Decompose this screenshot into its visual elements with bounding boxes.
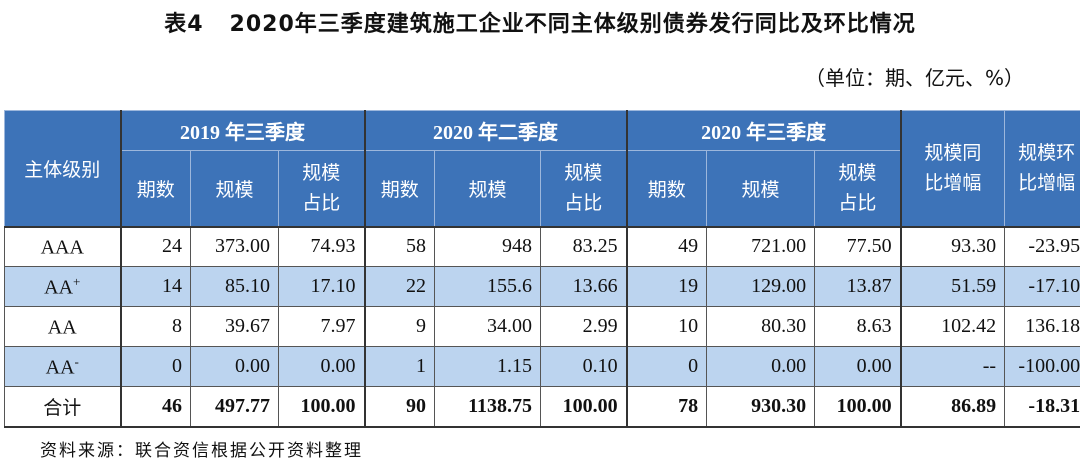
cell-share-2020q2: 0.10 xyxy=(540,346,628,387)
bond-issuance-table: 主体级别 2019 年三季度 2020 年二季度 2020 年三季度 规模同 比增… xyxy=(4,110,1080,428)
cell-scale-2019q3: 373.00 xyxy=(190,225,279,267)
cell-scale-2020q3: 0.00 xyxy=(706,346,816,387)
cell-count-2020q2: 22 xyxy=(363,266,436,307)
header-count: 期数 xyxy=(119,150,191,227)
cell-share-2020q3: 13.87 xyxy=(814,266,902,307)
cell-share-2020q3: 77.50 xyxy=(814,225,902,267)
cell-yoy: 86.89 xyxy=(899,386,1006,428)
table-row: AA+ 14 85.10 17.10 22 155.6 13.66 19 129… xyxy=(4,266,1080,307)
cell-share-2020q3: 100.00 xyxy=(814,386,902,428)
row-rating: AAA xyxy=(4,225,121,267)
header-share: 规模 占比 xyxy=(540,150,628,227)
cell-scale-2020q3: 129.00 xyxy=(706,266,816,307)
cell-qoq: -100.00 xyxy=(1004,346,1080,387)
header-group-2020q2: 2020 年二季度 xyxy=(363,110,628,151)
cell-scale-2020q3: 930.30 xyxy=(706,386,816,428)
header-count: 期数 xyxy=(625,150,708,227)
cell-qoq: -23.95 xyxy=(1004,225,1080,267)
row-rating: 合计 xyxy=(4,386,121,428)
cell-scale-2020q2: 1.15 xyxy=(434,346,542,387)
header-qoq: 规模环 比增幅 xyxy=(1004,110,1080,227)
cell-count-2019q3: 46 xyxy=(119,386,191,428)
cell-scale-2019q3: 0.00 xyxy=(190,346,279,387)
header-rating: 主体级别 xyxy=(4,110,121,227)
cell-qoq: -18.31 xyxy=(1004,386,1080,428)
header-yoy: 规模同 比增幅 xyxy=(899,110,1006,227)
cell-share-2019q3: 74.93 xyxy=(277,225,366,267)
cell-scale-2020q3: 80.30 xyxy=(706,306,816,347)
cell-count-2020q3: 49 xyxy=(625,225,708,267)
cell-scale-2020q2: 34.00 xyxy=(434,306,542,347)
cell-yoy: 93.30 xyxy=(899,225,1006,267)
source-note: 资料来源：联合资信根据公开资料整理 xyxy=(40,441,363,461)
table-row: AA 8 39.67 7.97 9 34.00 2.99 10 80.30 8.… xyxy=(4,306,1080,347)
header-group-2019q3: 2019 年三季度 xyxy=(119,110,366,151)
cell-count-2019q3: 8 xyxy=(119,306,191,347)
cell-share-2020q2: 83.25 xyxy=(540,225,628,267)
cell-share-2020q2: 100.00 xyxy=(540,386,628,428)
cell-share-2020q2: 13.66 xyxy=(540,266,628,307)
table-row: AA- 0 0.00 0.00 1 1.15 0.10 0 0.00 0.00 … xyxy=(4,346,1080,387)
header-count: 期数 xyxy=(363,150,436,227)
row-rating: AA+ xyxy=(4,266,121,307)
header-group-2020q3: 2020 年三季度 xyxy=(625,110,902,151)
cell-qoq: -17.10 xyxy=(1004,266,1080,307)
header-scale: 规模 xyxy=(190,150,279,227)
row-rating: AA- xyxy=(4,346,121,387)
cell-yoy: -- xyxy=(899,346,1006,387)
cell-share-2020q3: 8.63 xyxy=(814,306,902,347)
header-scale: 规模 xyxy=(434,150,542,227)
cell-share-2019q3: 0.00 xyxy=(277,346,366,387)
cell-scale-2019q3: 39.67 xyxy=(190,306,279,347)
cell-scale-2020q2: 948 xyxy=(434,225,542,267)
cell-count-2020q2: 90 xyxy=(363,386,436,428)
cell-scale-2019q3: 85.10 xyxy=(190,266,279,307)
cell-count-2019q3: 24 xyxy=(119,225,191,267)
cell-scale-2019q3: 497.77 xyxy=(190,386,279,428)
cell-count-2020q2: 1 xyxy=(363,346,436,387)
cell-count-2020q2: 58 xyxy=(363,225,436,267)
cell-count-2020q3: 19 xyxy=(625,266,708,307)
cell-share-2020q2: 2.99 xyxy=(540,306,628,347)
cell-share-2019q3: 100.00 xyxy=(277,386,366,428)
cell-share-2019q3: 7.97 xyxy=(277,306,366,347)
cell-share-2019q3: 17.10 xyxy=(277,266,366,307)
cell-scale-2020q2: 1138.75 xyxy=(434,386,542,428)
cell-scale-2020q3: 721.00 xyxy=(706,225,816,267)
header-scale: 规模 xyxy=(706,150,816,227)
cell-count-2019q3: 0 xyxy=(119,346,191,387)
cell-count-2020q3: 78 xyxy=(625,386,708,428)
table-title: 表4 2020年三季度建筑施工企业不同主体级别债券发行同比及环比情况 xyxy=(164,12,916,37)
cell-count-2020q2: 9 xyxy=(363,306,436,347)
unit-note: （单位：期、亿元、%） xyxy=(804,66,1024,90)
header-share: 规模 占比 xyxy=(277,150,366,227)
row-rating: AA xyxy=(4,306,121,347)
cell-qoq: 136.18 xyxy=(1004,306,1080,347)
table-row: AAA 24 373.00 74.93 58 948 83.25 49 721.… xyxy=(4,225,1080,267)
cell-scale-2020q2: 155.6 xyxy=(434,266,542,307)
header-share: 规模 占比 xyxy=(814,150,902,227)
cell-yoy: 102.42 xyxy=(899,306,1006,347)
cell-count-2020q3: 10 xyxy=(625,306,708,347)
cell-share-2020q3: 0.00 xyxy=(814,346,902,387)
table-row-total: 合计 46 497.77 100.00 90 1138.75 100.00 78… xyxy=(4,386,1080,428)
cell-count-2020q3: 0 xyxy=(625,346,708,387)
cell-count-2019q3: 14 xyxy=(119,266,191,307)
cell-yoy: 51.59 xyxy=(899,266,1006,307)
